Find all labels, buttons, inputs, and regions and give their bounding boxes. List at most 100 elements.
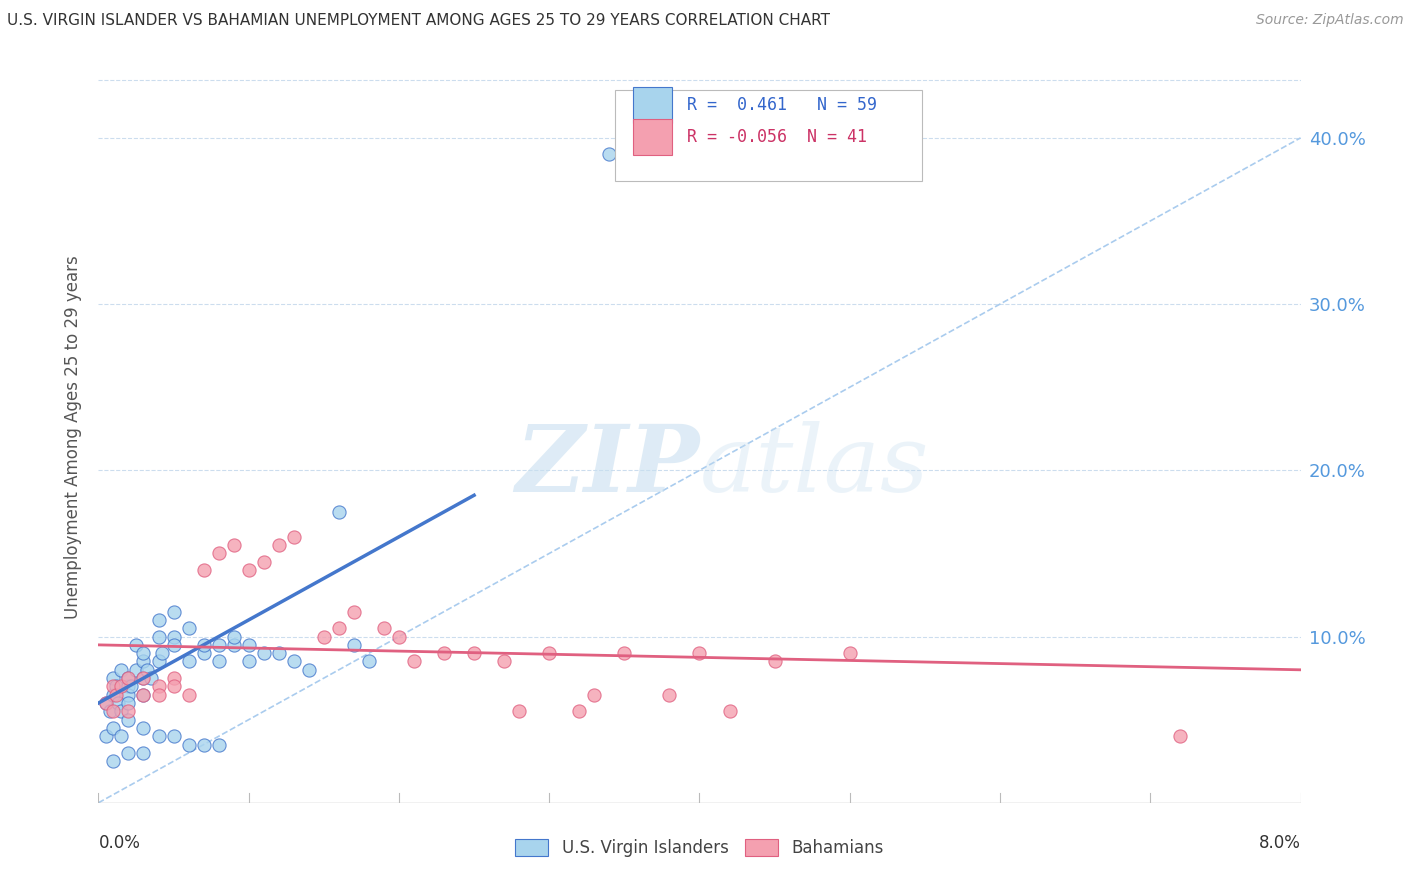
Point — [103, 688, 125, 702]
Point — [598, 147, 620, 161]
Point — [132, 646, 155, 660]
Point — [110, 680, 132, 694]
Text: 8.0%: 8.0% — [1258, 834, 1301, 852]
Point — [208, 546, 231, 560]
Point — [132, 655, 155, 669]
Point — [117, 746, 139, 760]
Point — [117, 671, 139, 685]
Legend: U.S. Virgin Islanders, Bahamians: U.S. Virgin Islanders, Bahamians — [508, 832, 891, 864]
Point — [135, 663, 157, 677]
Point — [162, 605, 184, 619]
Point — [132, 671, 155, 685]
Point — [718, 705, 741, 719]
Point — [139, 671, 162, 685]
Point — [298, 663, 321, 677]
Point — [402, 655, 425, 669]
FancyBboxPatch shape — [616, 90, 922, 181]
Point — [193, 738, 215, 752]
Point — [343, 638, 366, 652]
Point — [208, 738, 231, 752]
Point — [125, 638, 148, 652]
Point — [388, 630, 411, 644]
Point — [162, 671, 184, 685]
Point — [838, 646, 860, 660]
Point — [433, 646, 456, 660]
Point — [150, 646, 173, 660]
Point — [689, 646, 711, 660]
Point — [177, 621, 200, 635]
Point — [148, 655, 170, 669]
Point — [162, 680, 184, 694]
Point — [110, 729, 132, 743]
Point — [162, 729, 184, 743]
Text: U.S. VIRGIN ISLANDER VS BAHAMIAN UNEMPLOYMENT AMONG AGES 25 TO 29 YEARS CORRELAT: U.S. VIRGIN ISLANDER VS BAHAMIAN UNEMPLO… — [7, 13, 830, 29]
FancyBboxPatch shape — [633, 119, 672, 154]
Point — [312, 630, 335, 644]
Point — [117, 696, 139, 710]
Point — [103, 754, 125, 768]
Point — [658, 688, 681, 702]
Point — [103, 705, 125, 719]
Point — [463, 646, 485, 660]
Point — [177, 738, 200, 752]
Point — [193, 646, 215, 660]
Point — [125, 663, 148, 677]
Point — [103, 721, 125, 735]
Point — [94, 696, 117, 710]
Point — [508, 705, 530, 719]
Point — [148, 680, 170, 694]
Point — [357, 655, 380, 669]
Point — [373, 621, 395, 635]
Point — [132, 688, 155, 702]
Point — [117, 713, 139, 727]
Point — [132, 721, 155, 735]
Point — [148, 630, 170, 644]
Point — [100, 705, 122, 719]
Point — [110, 705, 132, 719]
Point — [283, 530, 305, 544]
Point — [328, 621, 350, 635]
Text: R =  0.461   N = 59: R = 0.461 N = 59 — [688, 95, 877, 113]
Y-axis label: Unemployment Among Ages 25 to 29 years: Unemployment Among Ages 25 to 29 years — [65, 255, 83, 619]
Point — [110, 663, 132, 677]
Point — [613, 646, 636, 660]
Point — [1168, 729, 1191, 743]
Point — [103, 680, 125, 694]
Point — [162, 638, 184, 652]
Point — [117, 688, 139, 702]
Point — [148, 729, 170, 743]
Point — [267, 646, 290, 660]
Point — [267, 538, 290, 552]
Point — [94, 696, 117, 710]
Point — [343, 605, 366, 619]
Text: Source: ZipAtlas.com: Source: ZipAtlas.com — [1256, 13, 1403, 28]
Text: ZIP: ZIP — [515, 421, 700, 511]
Point — [148, 688, 170, 702]
FancyBboxPatch shape — [633, 87, 672, 122]
Point — [132, 671, 155, 685]
Point — [117, 680, 139, 694]
Point — [222, 638, 245, 652]
Point — [193, 638, 215, 652]
Text: R = -0.056  N = 41: R = -0.056 N = 41 — [688, 128, 868, 145]
Point — [103, 671, 125, 685]
Point — [208, 638, 231, 652]
Point — [132, 688, 155, 702]
Point — [117, 671, 139, 685]
Point — [222, 630, 245, 644]
Point — [105, 688, 128, 702]
Point — [177, 655, 200, 669]
Point — [117, 705, 139, 719]
Point — [238, 638, 260, 652]
Point — [107, 696, 129, 710]
Point — [568, 705, 591, 719]
Point — [238, 563, 260, 577]
Point — [763, 655, 786, 669]
Point — [238, 655, 260, 669]
Text: 0.0%: 0.0% — [98, 834, 141, 852]
Point — [121, 680, 143, 694]
Text: atlas: atlas — [700, 421, 929, 511]
Point — [494, 655, 516, 669]
Point — [193, 563, 215, 577]
Point — [132, 746, 155, 760]
